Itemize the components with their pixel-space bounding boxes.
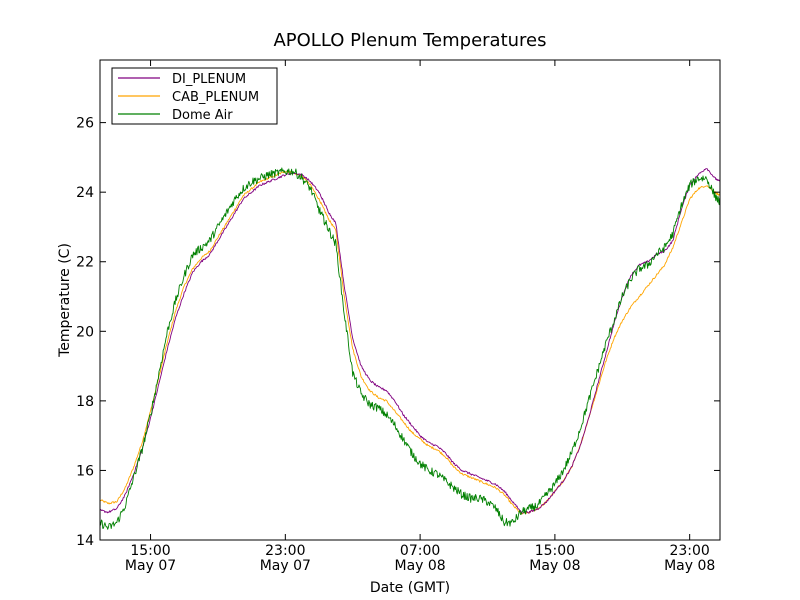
x-tick-date-label: May 07 <box>125 558 176 574</box>
y-tick-label: 18 <box>76 394 94 410</box>
y-tick-label: 24 <box>76 185 94 201</box>
y-tick-label: 26 <box>76 116 94 132</box>
chart-title: APOLLO Plenum Temperatures <box>273 30 546 51</box>
series-line-di-plenum <box>99 168 721 514</box>
series-line-cab-plenum <box>99 171 721 515</box>
y-tick-label: 20 <box>76 324 94 340</box>
y-tick-label: 22 <box>76 255 94 271</box>
y-axis: 14 16 18 20 22 24 26 <box>76 116 720 549</box>
x-tick-date-label: May 08 <box>664 558 715 574</box>
x-tick-time-label: 23:00 <box>265 543 305 559</box>
y-axis-label: Temperature (C) <box>57 243 73 358</box>
plot-frame <box>99 59 721 541</box>
x-tick-date-label: May 08 <box>529 558 580 574</box>
series-line-dome-air <box>99 167 721 530</box>
y-tick-label: 14 <box>76 533 94 549</box>
y-tick-label: 16 <box>76 463 94 479</box>
x-tick-date-label: May 07 <box>260 558 311 574</box>
x-tick-time-label: 15:00 <box>130 543 170 559</box>
legend-label: Dome Air <box>172 108 233 123</box>
x-tick-date-label: May 08 <box>394 558 445 574</box>
legend-label: CAB_PLENUM <box>172 90 259 105</box>
x-axis-label: Date (GMT) <box>370 580 450 596</box>
legend-label: DI_PLENUM <box>172 72 246 87</box>
x-tick-time-label: 07:00 <box>400 543 440 559</box>
x-tick-time-label: 15:00 <box>535 543 575 559</box>
legend: DI_PLENUM CAB_PLENUM Dome Air <box>111 67 278 125</box>
plot-area <box>99 167 721 530</box>
x-tick-time-label: 23:00 <box>669 543 709 559</box>
